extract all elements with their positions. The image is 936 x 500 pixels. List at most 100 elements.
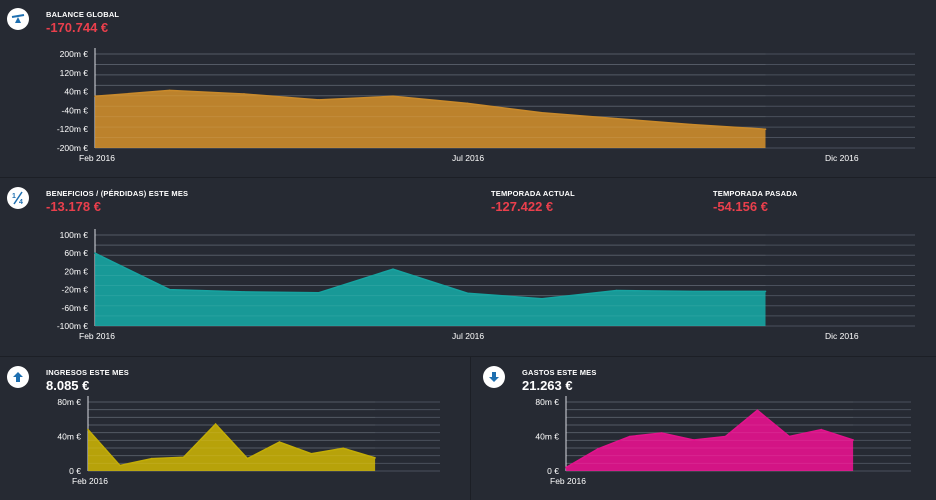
svg-text:1: 1 — [12, 193, 16, 200]
balance-point — [392, 95, 394, 98]
expenses-value: 21.263 € — [522, 378, 573, 393]
income-area — [88, 424, 376, 471]
income-point — [246, 457, 249, 460]
x-tick-label: Jul 2016 — [452, 331, 484, 341]
balance-point — [168, 89, 171, 92]
income-line — [87, 422, 376, 467]
expenses-chart: 80m € 40m € 0 €Feb 2016 — [535, 396, 911, 486]
profit-point — [94, 252, 96, 254]
y-tick-label: 100m € — [60, 230, 89, 240]
y-tick-label: -120m € — [57, 124, 88, 134]
y-tick-label: 40m € — [535, 432, 559, 442]
expenses-point — [660, 432, 663, 434]
balance-point — [466, 102, 469, 105]
profit-point — [541, 297, 543, 300]
y-tick-label: -100m € — [57, 321, 88, 331]
balance-line — [94, 89, 766, 130]
profit-line — [94, 252, 766, 300]
balance-point — [541, 111, 543, 114]
income-label: INGRESOS ESTE MES — [46, 368, 129, 377]
expenses-line — [565, 409, 854, 469]
x-tick-label: Feb 2016 — [79, 331, 115, 341]
income-point — [214, 423, 217, 425]
income-point — [119, 464, 121, 467]
profit-value: -13.178 € — [46, 199, 101, 214]
expenses-area — [566, 410, 854, 471]
season-past-label: TEMPORADA PASADA — [713, 189, 798, 198]
income-point — [151, 457, 153, 460]
balance-area — [95, 90, 766, 148]
profit-point — [168, 288, 171, 291]
expenses-label: GASTOS ESTE MES — [522, 368, 597, 377]
expenses-panel: GASTOS ESTE MES 21.263 € 80m € 40m € 0 € Fe… — [471, 357, 936, 500]
x-tick-label: Feb 2016 — [79, 153, 115, 163]
profit-panel: 1 4 BENEFICIOS / (PÉRDIDAS) ESTE MES -13… — [0, 178, 936, 356]
profit-point — [243, 291, 245, 293]
income-point — [374, 457, 376, 459]
arrow-down-icon — [483, 366, 505, 388]
balance-label: BALANCE GLOBAL — [46, 10, 120, 19]
expenses-point — [756, 409, 759, 412]
y-tick-label: 20m € — [64, 266, 88, 276]
x-tick-label: Dic 2016 — [825, 153, 859, 163]
profit-point — [466, 292, 469, 295]
expenses-point — [565, 466, 567, 469]
y-tick-label: -200m € — [57, 143, 88, 153]
profit-point — [392, 268, 394, 270]
balance-chart: 200m € 120m € 40m € -40m € -120m € -200m €Feb… — [57, 48, 915, 163]
season-current-value: -127.422 € — [491, 199, 554, 214]
expenses-point — [724, 435, 727, 438]
y-tick-label: 60m € — [64, 248, 88, 258]
profit-label: BENEFICIOS / (PÉRDIDAS) ESTE MES — [46, 189, 189, 198]
divider — [0, 356, 936, 357]
balance-point — [243, 93, 245, 95]
profit-area — [95, 253, 766, 326]
profit-point — [317, 291, 320, 294]
balance-value: -170.744 € — [46, 20, 109, 35]
profit-chart: 100m € 60m € 20m € -20m € -60m € -100m €Feb 2… — [57, 229, 915, 341]
income-panel: INGRESOS ESTE MES 8.085 € 80m € 40m € 0 € F… — [0, 357, 470, 500]
divider — [0, 177, 936, 178]
profit-point — [690, 290, 692, 293]
y-tick-label: 40m € — [64, 87, 88, 97]
y-tick-label: 200m € — [60, 49, 89, 59]
y-tick-label: 0 € — [547, 466, 559, 476]
divider — [470, 357, 471, 500]
balance-point — [94, 95, 96, 98]
income-point — [87, 428, 89, 431]
balance-point — [615, 117, 618, 120]
seesaw-icon — [7, 8, 29, 30]
y-tick-label: 40m € — [57, 432, 81, 442]
income-point — [310, 452, 313, 455]
x-tick-label: Feb 2016 — [550, 476, 586, 486]
profit-point — [615, 289, 618, 292]
y-tick-label: 120m € — [60, 68, 89, 78]
y-tick-label: 80m € — [57, 397, 81, 407]
x-tick-label: Jul 2016 — [452, 153, 484, 163]
income-point — [342, 447, 345, 450]
income-chart: 80m € 40m € 0 €Feb 2016 — [57, 396, 440, 486]
y-tick-label: -20m € — [62, 285, 89, 295]
expenses-point — [852, 439, 854, 441]
season-current-label: TEMPORADA ACTUAL — [491, 189, 575, 198]
expenses-point — [788, 435, 791, 438]
x-tick-label: Feb 2016 — [72, 476, 108, 486]
x-tick-label: Dic 2016 — [825, 331, 859, 341]
balance-panel: BALANCE GLOBAL -170.744 € 200m € 120m € 40… — [0, 0, 936, 177]
expenses-point — [629, 435, 631, 438]
season-past-value: -54.156 € — [713, 199, 768, 214]
y-tick-label: -60m € — [62, 303, 89, 313]
income-point — [278, 441, 281, 443]
y-tick-label: 80m € — [535, 397, 559, 407]
expenses-point — [692, 439, 695, 441]
svg-text:4: 4 — [19, 199, 23, 205]
balance-point — [764, 128, 767, 130]
income-point — [182, 456, 185, 458]
balance-point — [690, 123, 692, 126]
fraction-icon: 1 4 — [7, 187, 29, 209]
balance-point — [317, 99, 320, 101]
profit-point — [764, 290, 767, 293]
expenses-point — [820, 428, 822, 431]
arrow-up-icon — [7, 366, 29, 388]
y-tick-label: -40m € — [62, 105, 89, 115]
